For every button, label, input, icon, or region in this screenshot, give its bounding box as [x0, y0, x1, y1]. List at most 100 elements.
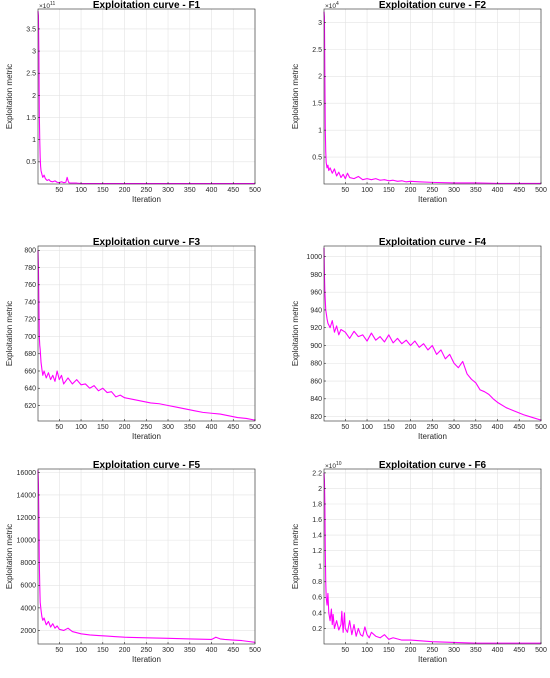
x-tick-label: 400 — [206, 187, 218, 194]
x-tick-label: 500 — [249, 424, 261, 431]
x-tick-label: 500 — [249, 647, 261, 654]
y-tick-label: 640 — [24, 386, 36, 393]
x-tick-label: 350 — [184, 424, 196, 431]
y-tick-label: 6000 — [20, 583, 36, 590]
y-tick-label: 1.8 — [312, 501, 322, 508]
chart-title: Exploitation curve - F6 — [379, 460, 487, 471]
y-axis-label: Exploitation metric — [5, 524, 14, 589]
y-axis-label: Exploitation metric — [5, 64, 14, 129]
y-tick-label: 0.2 — [312, 626, 322, 633]
chart-panel-f5: 50 100 150 200 250 300 350 400 450 500 2000 4000 600… — [0, 460, 264, 675]
y-axis-label: Exploitation metric — [5, 301, 14, 366]
y-tick-label: 880 — [310, 361, 322, 368]
x-tick-label: 400 — [492, 424, 504, 431]
y-tick-label: 820 — [310, 414, 322, 421]
y-tick-label: 14000 — [17, 492, 37, 499]
x-tick-label: 100 — [75, 187, 87, 194]
chart-svg: 50 100 150 200 250 300 350 400 450 500 0.5 1 1.5 2 2.5… — [291, 0, 547, 204]
series-line — [323, 11, 541, 185]
y-axis-label: Exploitation metric — [291, 301, 300, 366]
y-tick-label: 0.4 — [312, 610, 322, 617]
y-tick-label: 1.5 — [312, 101, 322, 108]
x-tick-label: 300 — [162, 187, 174, 194]
y-tick-label: 2 — [318, 74, 322, 81]
x-tick-label: 500 — [535, 424, 547, 431]
x-axis-label: Iteration — [132, 432, 161, 441]
y-tick-label: 2.2 — [312, 470, 322, 477]
x-tick-label: 150 — [97, 187, 109, 194]
y-tick-label: 3.5 — [26, 26, 36, 33]
chart-title: Exploitation curve - F5 — [93, 460, 201, 471]
chart-svg: 50 100 150 200 250 300 350 400 450 500 0.5 1 1.5 2 2.5… — [5, 0, 261, 204]
series-line — [37, 470, 256, 643]
y-tick-label: 920 — [310, 325, 322, 332]
chart-title: Exploitation curve - F4 — [379, 237, 487, 248]
x-tick-label: 300 — [162, 647, 174, 654]
y-tick-label: 2000 — [20, 628, 36, 635]
x-tick-label: 300 — [448, 187, 460, 194]
y-tick-label: 1 — [32, 137, 36, 144]
x-tick-label: 250 — [140, 187, 152, 194]
y-tick-label: 720 — [24, 317, 36, 324]
x-tick-label: 50 — [55, 647, 63, 654]
chart-panel-f3: 50 100 150 200 250 300 350 400 450 500 620 640 660 68… — [0, 237, 264, 452]
axis-exponent-label: ×1010 — [325, 461, 342, 470]
x-tick-label: 450 — [513, 424, 525, 431]
x-tick-label: 200 — [119, 647, 131, 654]
y-tick-label: 1.4 — [312, 533, 322, 540]
y-tick-label: 1 — [318, 128, 322, 135]
x-tick-label: 400 — [492, 187, 504, 194]
y-tick-label: 4000 — [20, 605, 36, 612]
x-tick-label: 100 — [361, 424, 373, 431]
x-tick-label: 150 — [97, 647, 109, 654]
series-line — [37, 250, 256, 421]
y-tick-label: 10000 — [17, 538, 37, 545]
x-tick-label: 250 — [426, 424, 438, 431]
y-tick-label: 2.5 — [312, 47, 322, 54]
y-tick-label: 840 — [310, 396, 322, 403]
chart-panel-f4: 50 100 150 200 250 300 350 400 450 500 820 840 860 88… — [286, 237, 550, 452]
y-tick-label: 12000 — [17, 515, 37, 522]
y-tick-label: 0.5 — [26, 159, 36, 166]
x-tick-label: 150 — [383, 187, 395, 194]
x-tick-label: 200 — [405, 424, 417, 431]
x-tick-label: 300 — [162, 424, 174, 431]
y-tick-label: 1.2 — [312, 548, 322, 555]
chart-svg: 50 100 150 200 250 300 350 400 450 500 820 840 860 88… — [291, 237, 547, 441]
x-tick-label: 300 — [448, 647, 460, 654]
x-axis-label: Iteration — [132, 195, 161, 204]
x-tick-label: 400 — [206, 647, 218, 654]
y-tick-label: 760 — [24, 282, 36, 289]
x-tick-label: 350 — [470, 187, 482, 194]
y-tick-label: 960 — [310, 290, 322, 297]
x-tick-label: 350 — [470, 424, 482, 431]
chart-title: Exploitation curve - F3 — [93, 237, 201, 248]
x-tick-label: 400 — [206, 424, 218, 431]
x-tick-label: 250 — [426, 187, 438, 194]
series-line — [37, 11, 255, 185]
x-axis-label: Iteration — [132, 655, 161, 664]
x-tick-label: 450 — [513, 187, 525, 194]
x-tick-label: 350 — [470, 647, 482, 654]
y-tick-label: 800 — [24, 248, 36, 255]
x-tick-label: 450 — [227, 187, 239, 194]
x-tick-label: 50 — [341, 187, 349, 194]
y-tick-label: 680 — [24, 351, 36, 358]
x-tick-label: 350 — [184, 187, 196, 194]
x-axis-label: Iteration — [418, 432, 447, 441]
x-tick-label: 50 — [55, 424, 63, 431]
x-tick-label: 200 — [119, 187, 131, 194]
series-line — [323, 247, 542, 421]
x-tick-label: 200 — [119, 424, 131, 431]
x-tick-label: 450 — [227, 424, 239, 431]
x-tick-label: 100 — [361, 647, 373, 654]
y-tick-label: 700 — [24, 334, 36, 341]
y-tick-label: 660 — [24, 368, 36, 375]
chart-svg: 50 100 150 200 250 300 350 400 450 500 2000 4000 600… — [5, 460, 261, 664]
y-tick-label: 780 — [24, 265, 36, 272]
x-tick-label: 50 — [55, 187, 63, 194]
y-tick-label: 1000 — [306, 254, 322, 261]
y-tick-label: 2 — [318, 486, 322, 493]
y-tick-label: 3 — [32, 48, 36, 55]
y-tick-label: 1 — [318, 564, 322, 571]
